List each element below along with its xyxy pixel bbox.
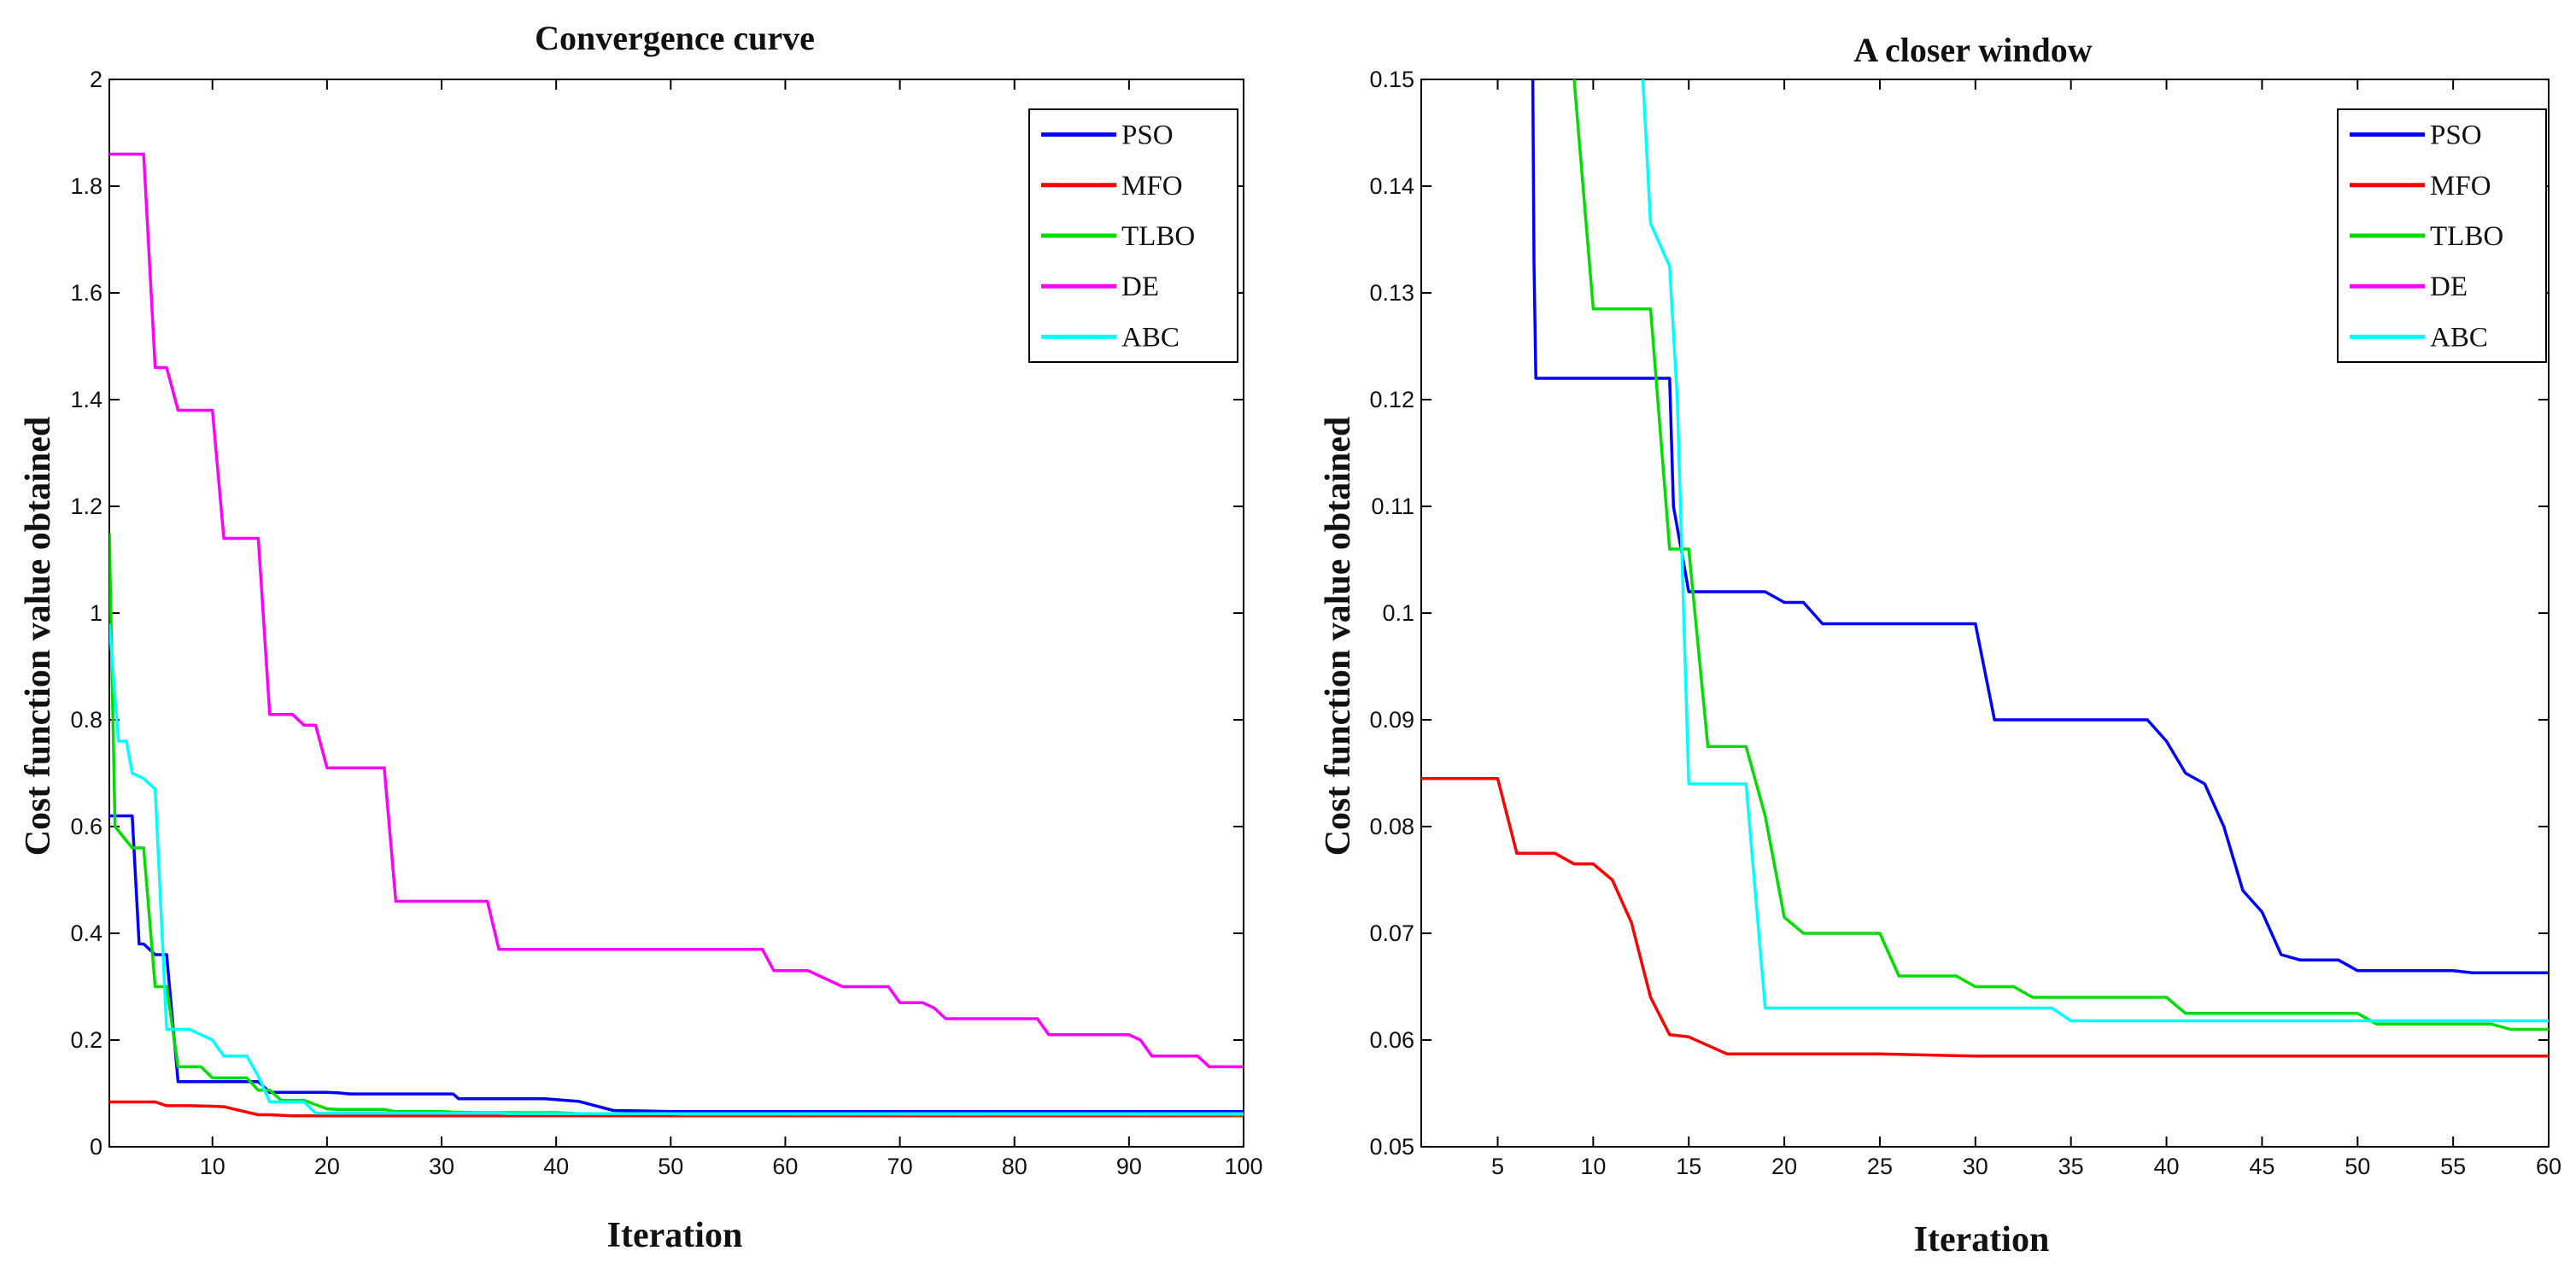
legend-label-tlbo: TLBO bbox=[2430, 221, 2503, 252]
y-axis-label: Cost function value obtained bbox=[19, 417, 58, 856]
legend-label-mfo: MFO bbox=[2430, 171, 2491, 202]
y-axis-label: Cost function value obtained bbox=[1319, 417, 1358, 856]
x-tick-label: 40 bbox=[2154, 1154, 2180, 1179]
series-line-mfo bbox=[109, 1100, 1244, 1118]
legend: PSO MFO TLBO DE ABC bbox=[1028, 108, 1238, 363]
y-tick-label: 0.15 bbox=[1369, 67, 1414, 92]
y-tick-label: 0.09 bbox=[1369, 707, 1414, 733]
x-tick-label: 30 bbox=[1963, 1154, 1988, 1179]
y-tick-label: 0.6 bbox=[70, 814, 102, 839]
series-line-abc bbox=[109, 623, 1244, 1116]
legend-label-pso: PSO bbox=[1121, 120, 1174, 151]
y-tick-label: 0.12 bbox=[1369, 387, 1414, 412]
legend-label-de: DE bbox=[1121, 272, 1159, 302]
series-lines bbox=[1421, 79, 2549, 1058]
legend: PSO MFO TLBO DE ABC bbox=[2337, 108, 2547, 363]
y-tick-label: 0 bbox=[90, 1134, 102, 1160]
legend-label-pso: PSO bbox=[2430, 120, 2482, 151]
y-tick-label: 1 bbox=[90, 600, 102, 626]
x-tick-label: 5 bbox=[1491, 1154, 1504, 1179]
x-tick-label: 15 bbox=[1676, 1154, 1701, 1179]
x-tick-label: 40 bbox=[543, 1154, 569, 1179]
x-tick-label: 45 bbox=[2249, 1154, 2274, 1179]
y-tick-label: 0.11 bbox=[1371, 494, 1414, 519]
series-line-mfo bbox=[1421, 776, 2549, 1058]
series-line-pso bbox=[109, 814, 1244, 1113]
legend-label-de: DE bbox=[2430, 272, 2468, 302]
legend-label-mfo: MFO bbox=[1121, 171, 1183, 202]
y-tick-label: 0.07 bbox=[1369, 920, 1414, 946]
y-tick-label: 0.2 bbox=[70, 1027, 102, 1053]
x-axis-label: Iteration bbox=[1914, 1220, 2050, 1259]
series-line-de bbox=[109, 152, 1244, 1069]
series-line-abc bbox=[1641, 79, 2549, 1023]
series-line-pso bbox=[1531, 79, 2549, 975]
x-tick-label: 10 bbox=[1580, 1154, 1606, 1179]
convergence-curve-chart: Convergence curve Iteration Cost functio… bbox=[19, 19, 1263, 1255]
y-tick-label: 0.4 bbox=[70, 920, 102, 946]
closer-window-chart: A closer window Iteration Cost function … bbox=[1319, 31, 2561, 1259]
x-tick-label: 20 bbox=[314, 1154, 340, 1179]
y-tick-label: 0.14 bbox=[1369, 173, 1414, 199]
x-tick-label: 80 bbox=[1002, 1154, 1027, 1179]
x-axis-label: Iteration bbox=[607, 1216, 743, 1255]
y-tick-label: 1.2 bbox=[70, 494, 102, 519]
chart-title: Convergence curve bbox=[535, 19, 815, 57]
y-tick-label: 0.08 bbox=[1369, 814, 1414, 839]
y-tick-label: 1.4 bbox=[70, 387, 102, 412]
x-tick-label: 50 bbox=[2345, 1154, 2370, 1179]
x-tick-label: 70 bbox=[887, 1154, 913, 1179]
x-tick-label: 90 bbox=[1116, 1154, 1142, 1179]
x-tick-label: 60 bbox=[772, 1154, 798, 1179]
y-tick-label: 0.13 bbox=[1369, 280, 1414, 306]
series-lines bbox=[109, 152, 1244, 1118]
y-tick-label: 1.6 bbox=[70, 280, 102, 306]
x-tick-label: 25 bbox=[1867, 1154, 1893, 1179]
x-tick-label: 10 bbox=[200, 1154, 225, 1179]
legend-label-abc: ABC bbox=[1121, 322, 1180, 353]
x-tick-label: 50 bbox=[658, 1154, 683, 1179]
y-tick-label: 2 bbox=[90, 67, 102, 92]
x-tick-label: 55 bbox=[2440, 1154, 2466, 1179]
y-tick-label: 0.05 bbox=[1369, 1134, 1414, 1160]
x-tick-label: 60 bbox=[2536, 1154, 2561, 1179]
legend-label-abc: ABC bbox=[2430, 322, 2488, 353]
x-tick-label: 30 bbox=[429, 1154, 454, 1179]
y-tick-label: 0.06 bbox=[1369, 1027, 1414, 1053]
x-tick-label: 100 bbox=[1224, 1154, 1262, 1179]
y-tick-label: 1.8 bbox=[70, 173, 102, 199]
legend-label-tlbo: TLBO bbox=[1121, 221, 1195, 252]
x-tick-label: 20 bbox=[1771, 1154, 1797, 1179]
y-tick-label: 0.8 bbox=[70, 707, 102, 733]
x-tick-label: 35 bbox=[2058, 1154, 2084, 1179]
y-tick-label: 0.1 bbox=[1382, 600, 1414, 626]
chart-title: A closer window bbox=[1853, 31, 2092, 69]
